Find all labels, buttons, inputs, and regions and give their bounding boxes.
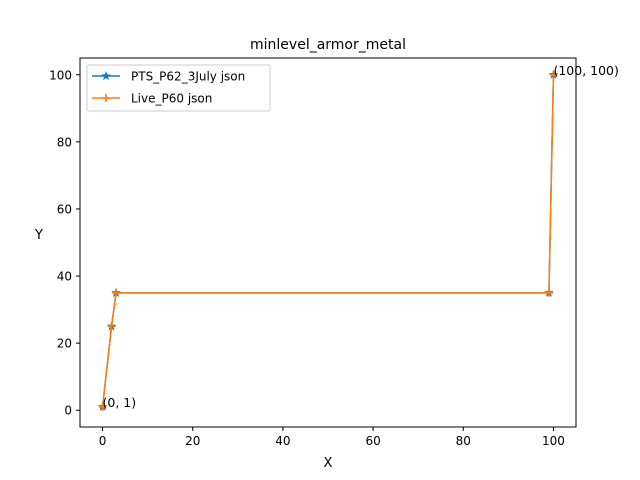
legend-marker: [101, 70, 111, 81]
legend-marker: [102, 94, 110, 102]
x-tick-label: 60: [365, 434, 380, 448]
y-tick-label: 100: [49, 68, 72, 82]
legend-label: PTS_P62_3July json: [131, 70, 245, 84]
data-point: [544, 288, 553, 297]
y-axis-label: Y: [34, 228, 43, 243]
x-tick-label: 100: [542, 434, 565, 448]
x-tick-label: 0: [99, 434, 107, 448]
point-annotation: (100, 100): [553, 63, 618, 78]
x-tick-label: 80: [456, 434, 471, 448]
x-axis-label: X: [324, 456, 333, 471]
y-tick-label: 40: [57, 270, 72, 284]
legend-entry: PTS_P62_3July json: [92, 70, 245, 84]
legend-label: Live_P60 json: [131, 92, 212, 106]
data-point: [98, 402, 107, 411]
series-layer: [97, 69, 559, 411]
chart-title: minlevel_armor_metal: [250, 37, 406, 53]
legend: PTS_P62_3July json Live_P60 json: [86, 64, 271, 112]
data-point: [549, 70, 558, 79]
x-axis: 0 20 40 60 80 100: [99, 427, 565, 448]
point-annotation: (0, 1): [103, 395, 137, 410]
y-axis: 0 20 40 60 80 100: [49, 68, 80, 418]
annotation-layer: (0, 1) (100, 100): [103, 63, 619, 410]
y-tick-label: 20: [57, 337, 72, 351]
y-tick-label: 0: [64, 404, 72, 418]
plot-frame: [79, 57, 577, 428]
y-tick-label: 60: [57, 202, 72, 216]
data-point: [107, 322, 116, 331]
x-tick-label: 20: [185, 434, 200, 448]
legend-box: [86, 64, 271, 112]
data-point: [112, 288, 121, 297]
legend-entry: Live_P60 json: [92, 92, 212, 106]
y-tick-label: 80: [57, 135, 72, 149]
x-tick-label: 40: [275, 434, 290, 448]
series-2: [98, 70, 558, 411]
